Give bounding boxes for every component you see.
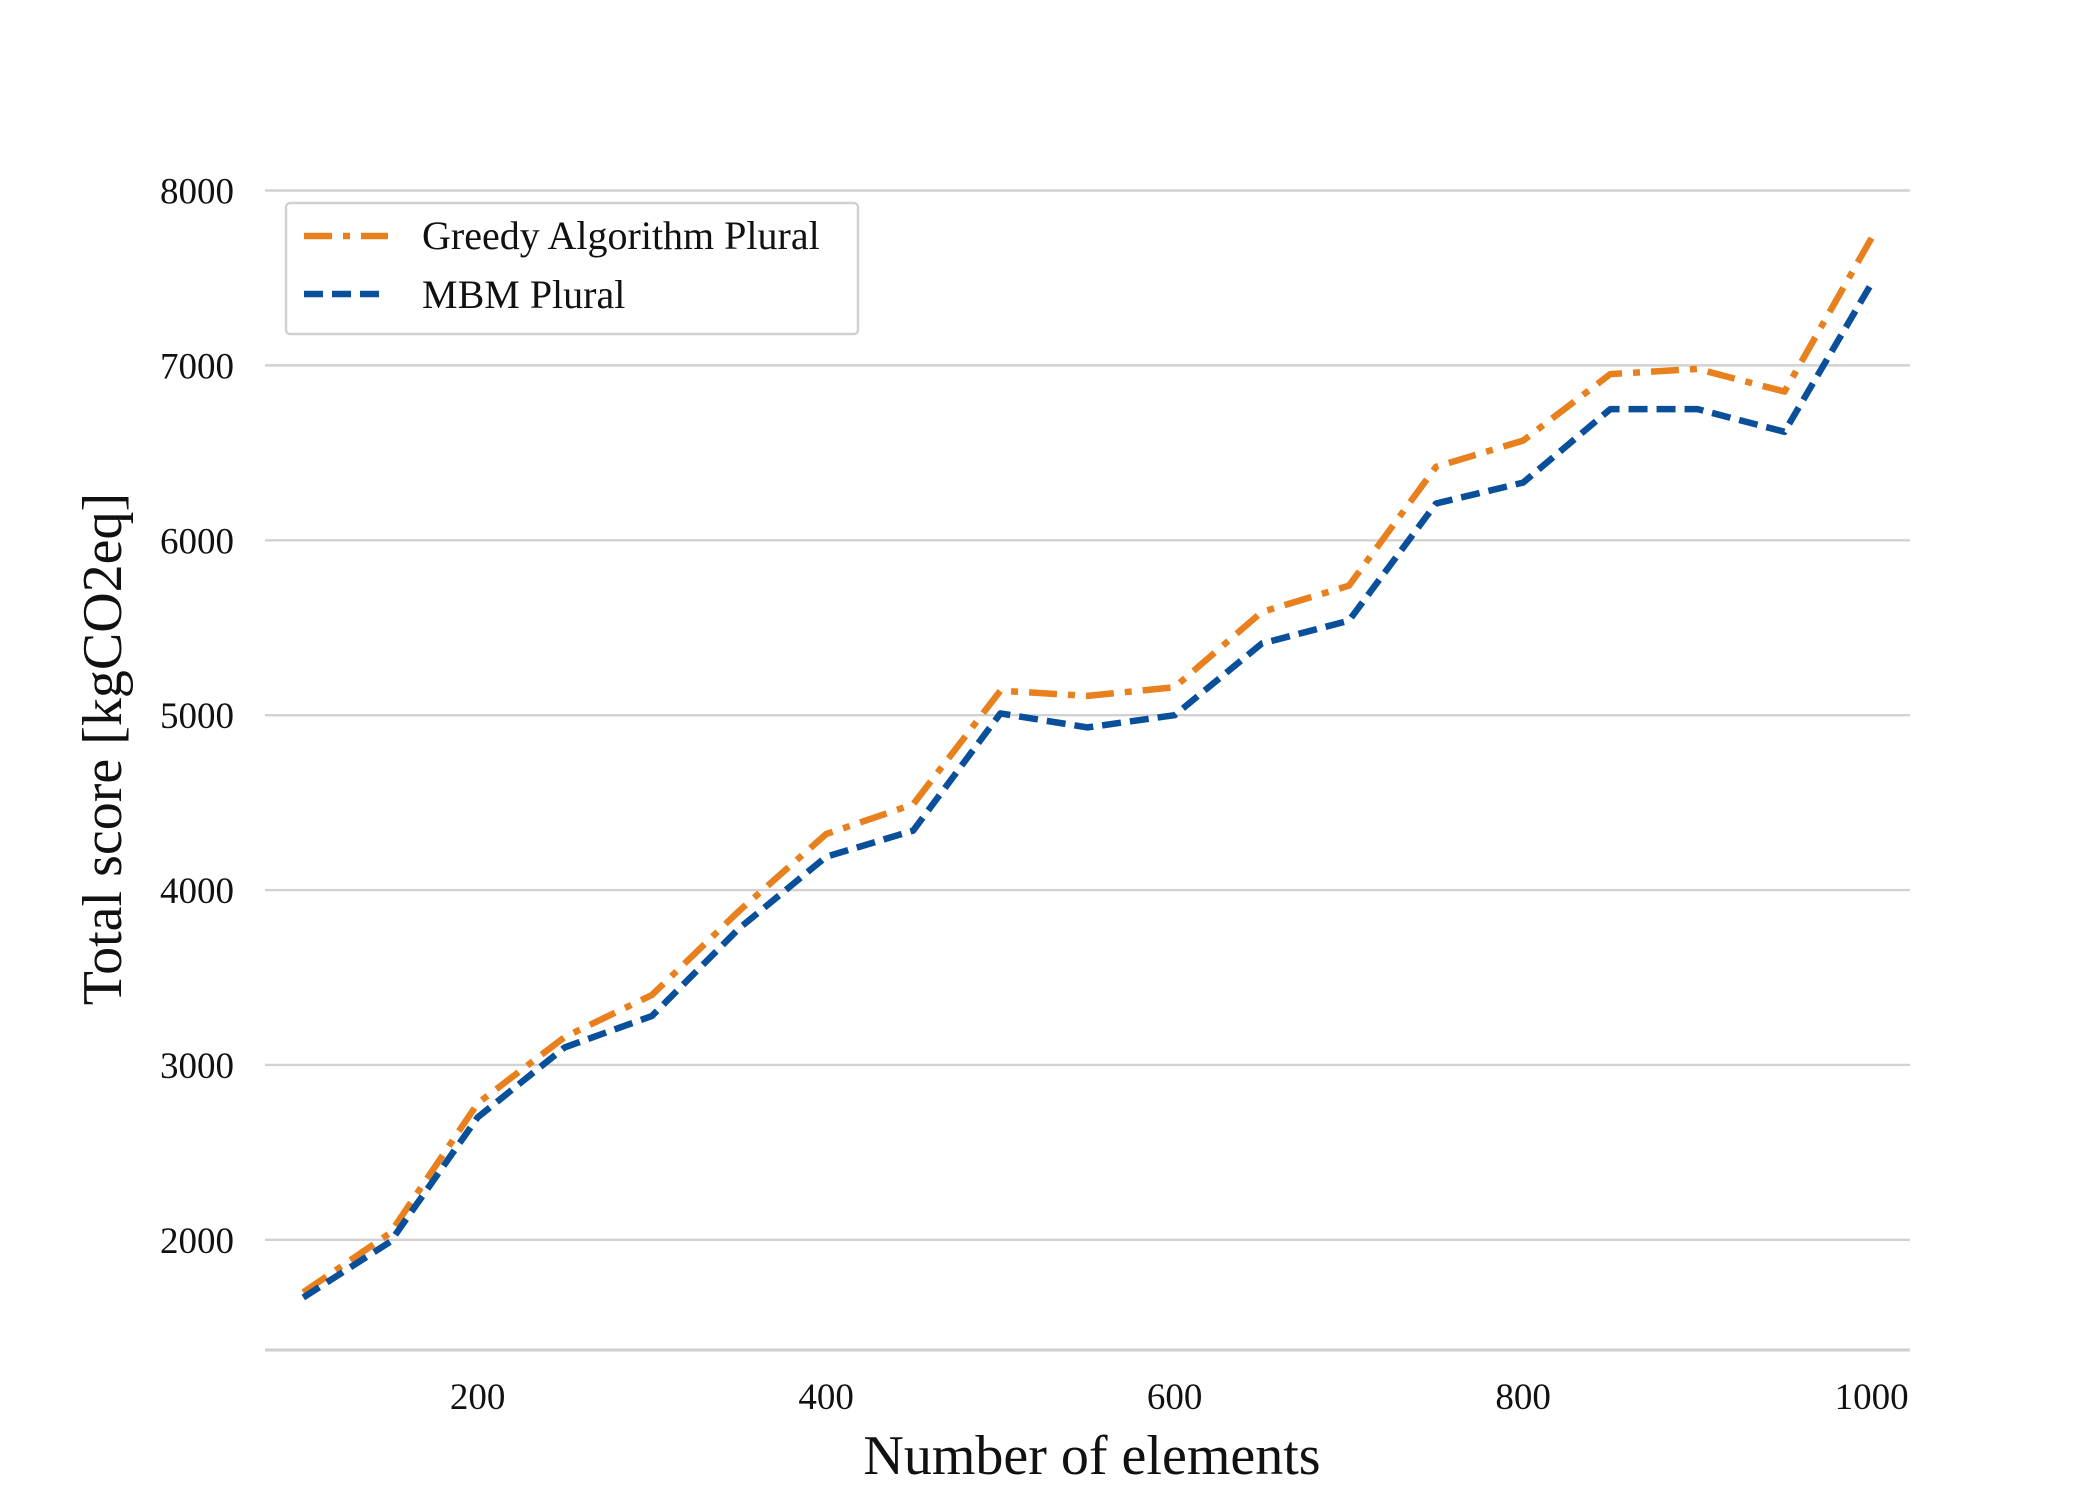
y-tick-label: 5000 [160, 696, 234, 737]
legend: Greedy Algorithm Plural MBM Plural [284, 201, 860, 336]
x-tick-label: 200 [450, 1377, 506, 1418]
series-greedy-algorithm-plural [301, 236, 1875, 1295]
series-lines [301, 236, 1875, 1301]
y-tick-label: 2000 [160, 1221, 234, 1262]
y-gridlines [265, 189, 1910, 1242]
x-tick-label: 800 [1495, 1377, 1551, 1418]
y-tick-label: 6000 [160, 521, 234, 562]
series-line-greedy-algorithm-plural [301, 236, 1875, 1295]
x-tick-label: 400 [798, 1377, 854, 1418]
x-tick-label: 600 [1147, 1377, 1203, 1418]
series-mbm-plural [301, 281, 1875, 1301]
y-tick-label: 8000 [160, 171, 234, 212]
legend-label-mbm-plural: MBM Plural [422, 272, 625, 317]
y-tick-label: 7000 [160, 346, 234, 387]
y-tick-label: 4000 [160, 871, 234, 912]
series-line-mbm-plural [301, 281, 1875, 1301]
y-tick-labels: 2000 3000 4000 5000 6000 7000 8000 [160, 171, 234, 1261]
legend-label-greedy-algorithm-plural: Greedy Algorithm Plural [422, 213, 820, 258]
legend-box [284, 201, 860, 336]
y-tick-label: 3000 [160, 1046, 234, 1087]
x-tick-label: 1000 [1835, 1377, 1909, 1418]
x-tick-labels: 200 400 600 800 1000 [450, 1377, 1909, 1418]
x-axis-label: Number of elements [863, 1425, 1320, 1487]
y-axis-label: Total score [kgCO2eq] [72, 493, 134, 1005]
